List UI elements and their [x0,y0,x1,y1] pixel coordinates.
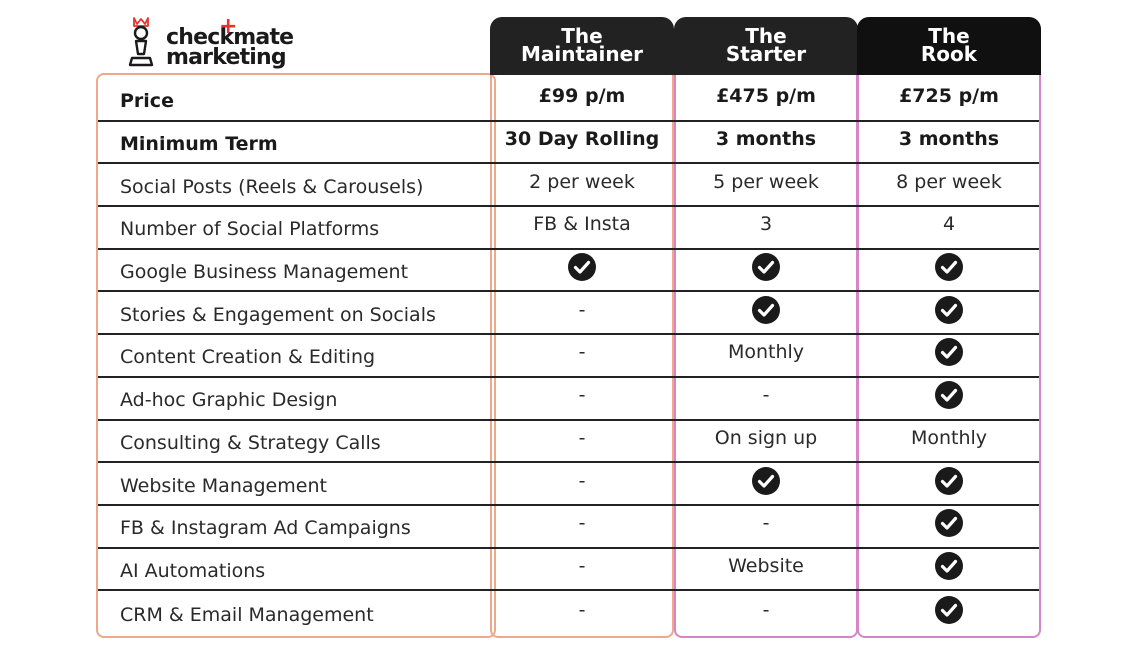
feature-label: CRM & Email Management [120,603,374,626]
maintainer-value: - [578,298,586,321]
feature-label: Content Creation & Editing [120,346,376,369]
table-row: Stories & Engagement on Socials - [98,292,1041,336]
check-circle-icon [752,253,780,282]
plan-header-line-2: Maintainer [520,42,644,66]
starter-cell [674,250,858,291]
maintainer-value: - [578,598,586,621]
rook-cell [857,292,1041,333]
check-circle-icon [935,595,963,624]
rook-cell [857,335,1041,376]
maintainer-value: £99 p/m [538,85,626,108]
plan-header-line-1: The [745,24,787,48]
table-row: Website Management - [98,463,1039,506]
pricing-comparison-table: Price £99 p/m £475 p/m £725 p/m Minimum Term… [98,79,1039,634]
table-row: Consulting & Strategy Calls - On sign up Mo… [98,421,1039,464]
table-row: Number of Social Platforms FB & Insta 3 4 [98,207,1039,250]
plan-header-maintainer: The Maintainer [490,17,674,75]
check-circle-icon [935,295,963,324]
plan-header-starter: The Starter [674,17,858,75]
feature-label: Ad-hoc Graphic Design [120,389,338,412]
feature-label: Price [120,90,174,113]
starter-value: On sign up [714,426,818,449]
brand-logo: checkmate marketing + [126,14,316,74]
feature-label: Consulting & Strategy Calls [120,431,381,454]
table-row: FB & Instagram Ad Campaigns - - [98,506,1039,549]
starter-value: Website [728,554,804,577]
check-circle-icon [568,253,596,282]
maintainer-value: FB & Insta [533,213,631,236]
table-row: Ad-hoc Graphic Design - - [98,378,1039,421]
maintainer-value: - [578,384,586,407]
feature-label: Minimum Term [120,133,278,156]
maintainer-value: - [578,426,586,449]
feature-label: Stories & Engagement on Socials [120,303,436,326]
table-row: Content Creation & Editing - Monthly [98,335,1039,378]
table-row: Price £99 p/m £475 p/m £725 p/m [98,79,1039,122]
check-circle-icon [935,551,963,580]
feature-label: AI Automations [120,559,266,582]
feature-label: Number of Social Platforms [120,218,380,241]
plan-header-line-1: The [928,24,970,48]
starter-value: 3 months [715,128,817,151]
rook-value: Monthly [910,426,988,449]
starter-value: - [762,384,770,407]
plan-header-line-2: Rook [920,42,978,66]
logo-line-1: checkmate [166,25,294,50]
rook-value: 4 [942,213,956,236]
table-row: CRM & Email Management - - [98,591,1039,634]
maintainer-value: - [578,469,586,492]
maintainer-cell [490,250,674,291]
logo-plus-icon: + [219,14,238,39]
maintainer-value: 2 per week [529,170,635,193]
feature-label: FB & Instagram Ad Campaigns [120,517,411,540]
starter-value: 5 per week [713,170,819,193]
maintainer-value: - [578,554,586,577]
check-circle-icon [752,466,780,495]
plan-header-line-2: Starter [725,42,807,66]
feature-label: Website Management [120,474,327,497]
table-row: Minimum Term 30 Day Rolling 3 months 3 mont… [98,122,1039,165]
rook-cell [857,250,1041,291]
features-column-outline [96,73,496,638]
check-circle-icon [935,509,963,538]
table-row: AI Automations - Website [98,549,1039,592]
rook-cell [857,463,1041,504]
chess-pawn-icon [128,17,154,67]
starter-cell [674,292,858,333]
rook-cell [857,591,1041,634]
maintainer-value: 30 Day Rolling [504,128,660,151]
starter-value: - [762,512,770,535]
maintainer-value: - [578,512,586,535]
feature-label: Google Business Management [120,261,409,284]
check-circle-icon [935,466,963,495]
check-circle-icon [935,381,963,410]
maintainer-value: - [578,341,586,364]
plan-header-rook: The Rook [857,17,1041,75]
check-circle-icon [935,253,963,282]
rook-cell [857,506,1041,547]
feature-label: Social Posts (Reels & Carousels) [120,175,424,198]
starter-value: £475 p/m [716,85,816,108]
starter-value: 3 [759,213,773,236]
starter-value: Monthly [727,341,805,364]
table-row: Social Posts (Reels & Carousels) 2 per we… [98,164,1039,208]
plan-header-line-1: The [561,24,603,48]
check-circle-icon [935,338,963,367]
logo-line-2: marketing [166,45,287,70]
rook-value: 8 per week [896,170,1002,193]
check-circle-icon [752,295,780,324]
rook-cell [857,549,1041,590]
starter-value: - [762,598,770,621]
starter-cell [674,463,858,504]
rook-cell [857,378,1041,419]
table-row: Google Business Management [98,250,1039,293]
rook-value: £725 p/m [899,85,999,108]
rook-value: 3 months [898,128,1000,151]
